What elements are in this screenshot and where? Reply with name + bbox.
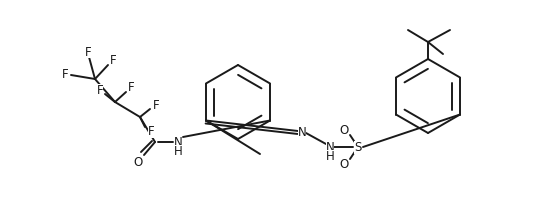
Text: F: F [84,45,91,58]
Text: O: O [134,156,143,169]
Text: F: F [97,84,103,97]
Text: N: N [174,136,182,149]
Text: F: F [127,81,134,94]
Text: F: F [110,54,116,67]
Text: O: O [339,124,349,137]
Text: H: H [174,145,182,158]
Text: O: O [339,158,349,171]
Text: F: F [153,99,159,112]
Text: F: F [148,125,154,138]
Text: F: F [61,68,68,81]
Text: H: H [326,150,334,163]
Text: N: N [326,141,334,154]
Text: N: N [297,126,306,139]
Text: S: S [354,141,362,154]
